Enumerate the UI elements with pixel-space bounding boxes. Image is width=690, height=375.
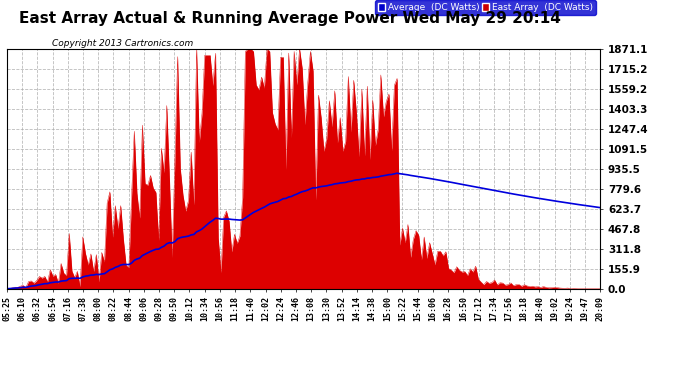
Text: Copyright 2013 Cartronics.com: Copyright 2013 Cartronics.com [52, 39, 193, 48]
Text: East Array Actual & Running Average Power Wed May 29 20:14: East Array Actual & Running Average Powe… [19, 11, 561, 26]
Legend: Average  (DC Watts), East Array  (DC Watts): Average (DC Watts), East Array (DC Watts… [375, 0, 595, 15]
